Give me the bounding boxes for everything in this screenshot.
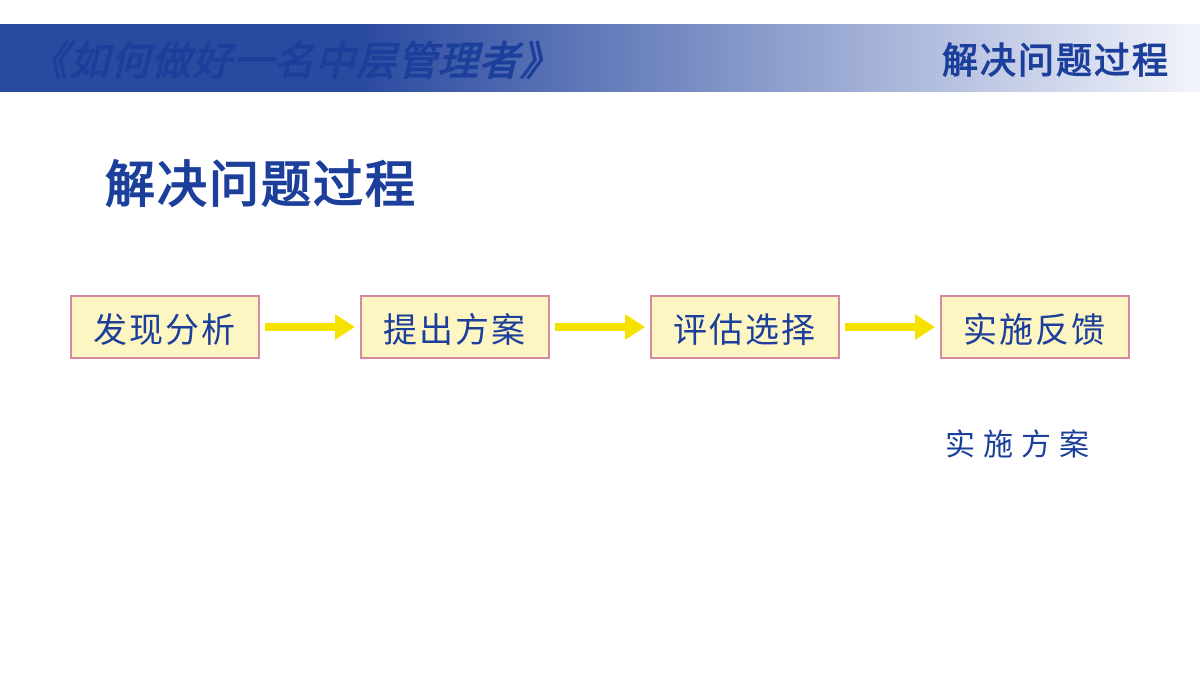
flow-node-n1: 发现分析 — [70, 295, 260, 359]
flow-node-label: 评估选择 — [673, 303, 817, 352]
header-title-right: 解决问题过程 — [942, 32, 1170, 84]
sublabel-implementation-plan: 实施方案 — [945, 420, 1097, 464]
flow-arrow-n1-n2 — [265, 317, 355, 337]
header-title-left: 《如何做好一名中层管理者》 — [0, 29, 561, 87]
flow-node-n3: 评估选择 — [650, 295, 840, 359]
flow-node-label: 实施反馈 — [963, 303, 1107, 352]
flow-node-n4: 实施反馈 — [940, 295, 1130, 359]
header-bar: 《如何做好一名中层管理者》 解决问题过程 — [0, 24, 1200, 92]
flow-node-label: 提出方案 — [383, 303, 527, 352]
flowchart: 发现分析 提出方案 评估选择 实施反馈 — [0, 295, 1200, 375]
flow-node-n2: 提出方案 — [360, 295, 550, 359]
flow-arrow-n3-n4 — [845, 317, 935, 337]
slide-title: 解决问题过程 — [105, 145, 417, 217]
flow-arrow-n2-n3 — [555, 317, 645, 337]
flow-node-label: 发现分析 — [93, 303, 237, 352]
